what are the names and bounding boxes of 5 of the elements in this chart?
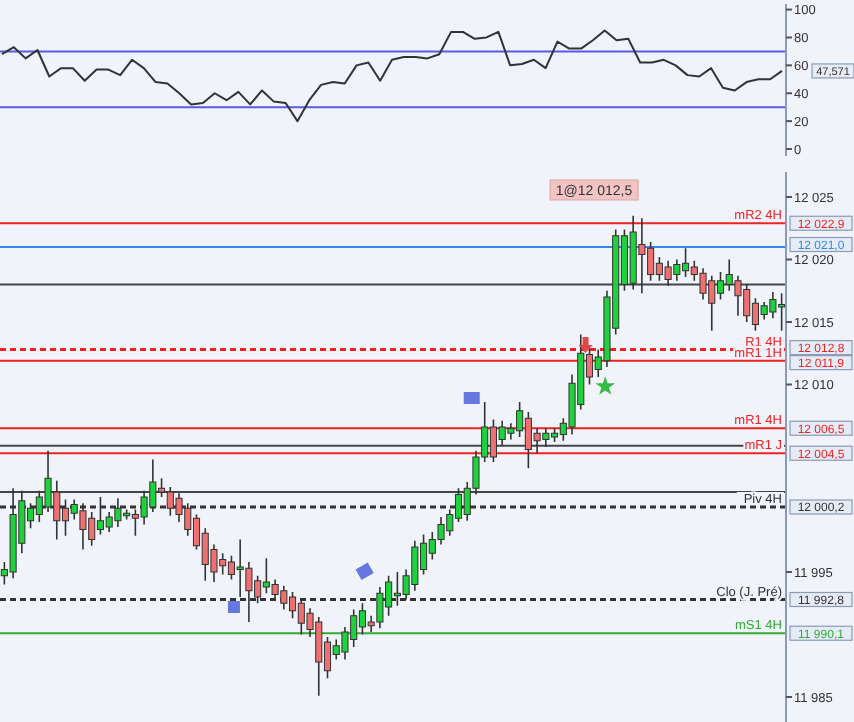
candlestick bbox=[699, 267, 707, 301]
candlestick bbox=[734, 274, 742, 317]
candlestick bbox=[437, 516, 445, 546]
candlestick bbox=[716, 271, 725, 301]
line-series bbox=[1, 29, 783, 123]
